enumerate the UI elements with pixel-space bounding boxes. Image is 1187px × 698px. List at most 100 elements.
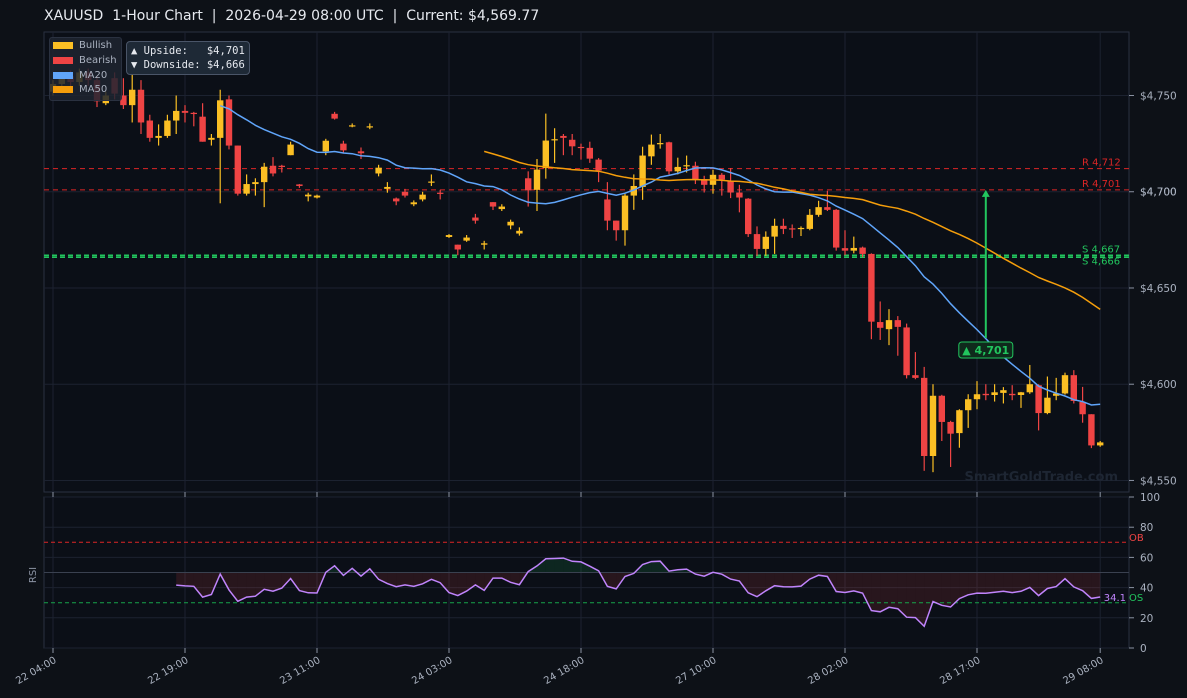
bullish-candle (1053, 377, 1060, 401)
candle-body (789, 228, 796, 230)
bearish-candle (1088, 414, 1095, 449)
bullish-candle (1017, 391, 1025, 408)
rsi-fill-segment (510, 572, 520, 585)
bullish-candle (155, 124, 162, 146)
bearish-candle (234, 145, 241, 196)
bullish-candle (463, 235, 470, 242)
bullish-candle (657, 134, 664, 149)
bullish-candle (252, 178, 259, 196)
bullish-candle (965, 394, 972, 428)
bullish-candle (366, 123, 373, 130)
candle-body (551, 139, 558, 141)
bearish-candle (938, 394, 945, 441)
bullish-candle (648, 134, 655, 165)
candle-body (877, 322, 884, 328)
rsi-tick-label: 40 (1140, 583, 1153, 595)
bullish-candle (551, 128, 558, 163)
candle-body (331, 113, 338, 119)
legend-label: Bearish (79, 55, 117, 66)
bullish-candle (674, 157, 681, 175)
candle-body (938, 395, 945, 422)
bearish-candle (472, 213, 479, 224)
candle-body (349, 125, 356, 127)
bullish-candle (929, 384, 937, 473)
rsi-fill-segment (413, 572, 423, 587)
bearish-candle (296, 184, 303, 188)
bullish-candle (771, 218, 778, 254)
bearish-candle (401, 188, 409, 198)
candle-body (525, 178, 532, 191)
rsi-fill-segment (581, 561, 590, 573)
ma50-line (483, 150, 1101, 311)
bearish-candle (577, 143, 585, 160)
bullish-candle (173, 95, 180, 135)
candle-body (577, 146, 585, 149)
bullish-candle (1061, 372, 1069, 395)
bearish-candle (190, 111, 197, 127)
candle-body (1053, 393, 1060, 396)
rsi-fill-segment (1047, 572, 1057, 589)
rsi-ylabel: RSI (28, 567, 39, 583)
candle-body (463, 237, 470, 241)
candle-body (718, 174, 725, 180)
bullish-candle (287, 141, 294, 156)
candle-body (454, 244, 461, 250)
candle-body (1079, 401, 1086, 415)
bullish-candle (428, 174, 435, 186)
rsi-line-path (176, 557, 1101, 628)
rsi-fill-segment (308, 572, 317, 594)
bearish-candle (665, 141, 673, 175)
candle-body (190, 112, 197, 115)
bullish-candle (850, 236, 857, 254)
candle-body (164, 120, 171, 136)
candle-body (833, 209, 840, 248)
bearish-candle (595, 158, 602, 183)
candle-body (753, 234, 761, 249)
bullish-candle (507, 219, 514, 230)
bearish-candle (560, 134, 567, 156)
bearish-candle (437, 189, 444, 200)
bullish-candle (217, 89, 224, 204)
candle-body (375, 167, 382, 174)
rsi-fill-segment (493, 572, 502, 579)
rsi-fill-segment (440, 572, 449, 593)
rsi-fill-segment (572, 561, 581, 573)
support-label: S 4,666 (1082, 256, 1120, 267)
bullish-candle (164, 114, 171, 138)
rsi-fill-segment (792, 572, 801, 587)
ma20-swatch (53, 72, 73, 79)
rsi-fill-segment (501, 572, 511, 583)
bearish-swatch (53, 57, 73, 64)
candle-body (173, 110, 180, 121)
candle-body (701, 179, 708, 185)
rsi-tick-label: 100 (1140, 492, 1160, 504)
rsi-fill-segment (853, 572, 863, 594)
candle-body (419, 194, 426, 200)
candle-body (313, 195, 321, 198)
price-tick-label: $4,550 (1140, 475, 1177, 487)
bearish-candle (736, 184, 743, 213)
chart-title: XAUUSD 1-Hour Chart | 2026-04-29 08:00 U… (44, 8, 540, 24)
candle-body (912, 375, 919, 378)
price-tick-label: $4,600 (1140, 379, 1177, 391)
rsi-fill-segment (273, 572, 282, 592)
candle-body (322, 140, 329, 152)
rsi-tick-label: 0 (1140, 643, 1147, 655)
ob-label: OB (1129, 533, 1144, 544)
rsi-fill-segment (950, 572, 960, 607)
moving-averages (219, 104, 1101, 406)
rsi-fill-segment (889, 572, 898, 609)
bearish-candle (912, 352, 919, 380)
rsi-fill-segment (924, 572, 933, 627)
rsi-fill-segment (1012, 572, 1021, 593)
bullish-candle (243, 174, 250, 196)
rsi-fill-segment (985, 572, 995, 594)
candle-body (278, 165, 285, 167)
arrow-up-icon (981, 189, 990, 197)
upside-target: ▲ Upside: $4,701 (131, 45, 245, 57)
candle-body (542, 140, 549, 169)
rsi-fill-segment (880, 572, 889, 612)
bullish-candle (498, 204, 505, 211)
candle-body (815, 207, 822, 215)
legend-label: MA20 (79, 70, 108, 81)
